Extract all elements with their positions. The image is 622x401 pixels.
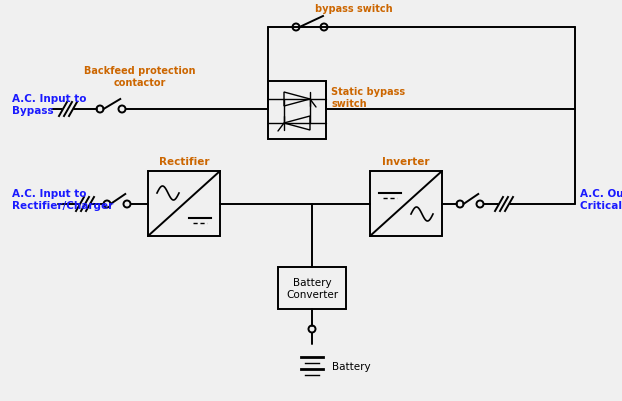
- Bar: [268, 82, 326, 140]
- Text: Inverter: Inverter: [383, 157, 430, 166]
- Text: Battery
Converter: Battery Converter: [286, 277, 338, 299]
- Text: A.C. Input to
Rectifier/Charger: A.C. Input to Rectifier/Charger: [12, 189, 113, 210]
- Text: Rectifier: Rectifier: [159, 157, 209, 166]
- Text: Battery: Battery: [332, 361, 371, 371]
- Text: Maintenance
bypass switch: Maintenance bypass switch: [315, 0, 392, 14]
- Text: Static bypass
switch: Static bypass switch: [331, 87, 405, 108]
- Text: A.C. Input to
Bypass: A.C. Input to Bypass: [12, 94, 86, 115]
- Bar: [278, 267, 346, 309]
- Text: A.C. Output to
Critical Load: A.C. Output to Critical Load: [580, 189, 622, 210]
- Bar: [370, 172, 442, 237]
- Bar: [148, 172, 220, 237]
- Text: Backfeed protection
contactor: Backfeed protection contactor: [84, 66, 196, 88]
